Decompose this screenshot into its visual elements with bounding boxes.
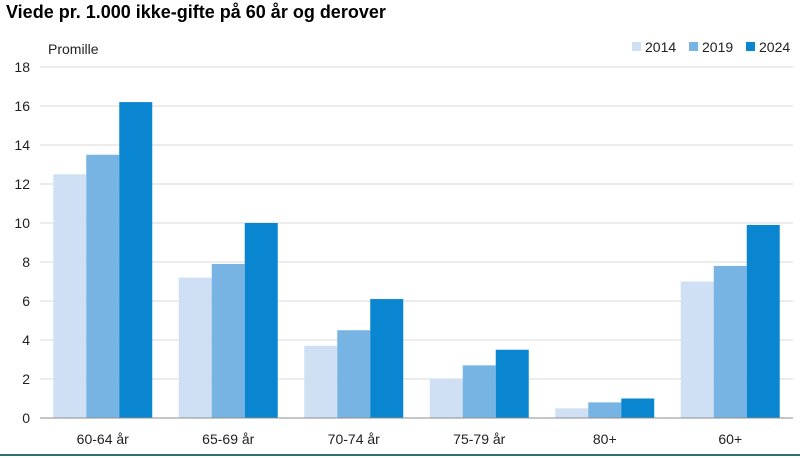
- x-tick-label: 60-64 år: [77, 431, 129, 447]
- bar-2019-2: [337, 330, 371, 418]
- legend-label-2014: 2014: [645, 39, 676, 55]
- x-tick-label: 75-79 år: [453, 431, 505, 447]
- bar-2024-0: [119, 102, 153, 418]
- x-tick-label: 60+: [718, 431, 742, 447]
- legend-swatch-2019: [689, 42, 698, 51]
- y-axis-ticks: 0 2 4 6 8 10 12 14 16 18: [14, 59, 30, 426]
- bar-2019-1: [211, 263, 245, 418]
- y-tick-label: 6: [22, 293, 30, 309]
- bar-2019-5: [713, 265, 747, 418]
- legend-swatch-2024: [746, 42, 755, 51]
- x-tick-label: 70-74 år: [328, 431, 380, 447]
- bar-2014-3: [429, 379, 463, 418]
- bar-2019-0: [86, 154, 120, 418]
- y-tick-label: 4: [22, 332, 30, 348]
- x-tick-label: 65-69 år: [202, 431, 254, 447]
- bar-2024-1: [244, 223, 278, 418]
- y-tick-label: 16: [14, 98, 30, 114]
- y-tick-label: 2: [22, 371, 30, 387]
- bar-2024-4: [621, 398, 655, 418]
- chart-title: Viede pr. 1.000 ikke-gifte på 60 år og d…: [6, 2, 386, 22]
- legend-label-2019: 2019: [702, 39, 733, 55]
- y-tick-label: 0: [22, 410, 30, 426]
- y-tick-label: 12: [14, 176, 30, 192]
- x-axis-ticks: 60-64 år 65-69 år 70-74 år 75-79 år 80+ 60+: [77, 431, 742, 447]
- legend: 2014 2019 2024: [632, 39, 790, 55]
- bar-2019-3: [462, 365, 496, 418]
- bar-2024-5: [746, 224, 780, 418]
- y-tick-label: 18: [14, 59, 30, 75]
- bar-2024-3: [495, 349, 529, 418]
- y-tick-label: 8: [22, 254, 30, 270]
- legend-label-2024: 2024: [759, 39, 790, 55]
- bar-2014-2: [304, 345, 338, 418]
- bars: [53, 102, 780, 418]
- y-tick-label: 14: [14, 137, 30, 153]
- bar-2014-1: [178, 277, 212, 418]
- bar-2014-4: [555, 408, 589, 418]
- gridlines: [40, 66, 793, 380]
- x-tick-label: 80+: [593, 431, 617, 447]
- bar-2024-2: [370, 299, 404, 418]
- bar-2019-4: [588, 402, 622, 418]
- y-axis-unit-label: Promille: [48, 41, 99, 57]
- legend-swatch-2014: [632, 42, 641, 51]
- bar-2014-0: [53, 174, 87, 418]
- bar-2014-5: [680, 281, 714, 418]
- y-tick-label: 10: [14, 215, 30, 231]
